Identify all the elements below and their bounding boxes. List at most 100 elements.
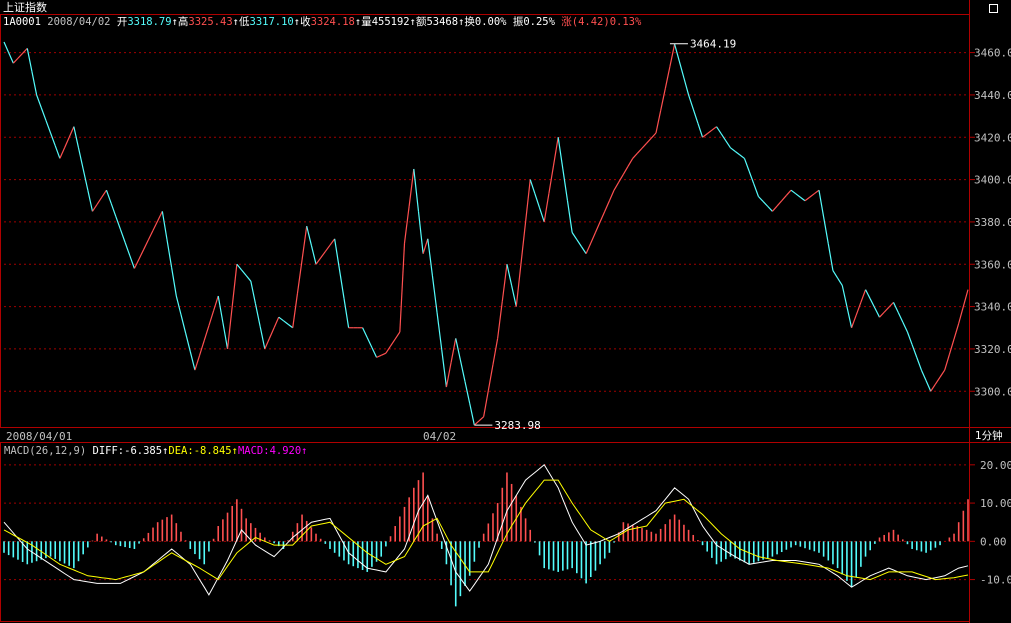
price-segment-down	[818, 190, 825, 218]
price-segment-up	[478, 416, 485, 422]
price-segment-up	[944, 354, 950, 371]
price-segment-down	[697, 122, 704, 138]
price-segment-up	[888, 301, 894, 308]
price-segment-down	[920, 369, 927, 381]
diff-value: -6.385	[124, 445, 163, 457]
change-value: (4.42)0.13%	[571, 16, 642, 28]
macd-tick-label: 20.00	[980, 459, 1011, 472]
price-segment-up	[552, 137, 559, 166]
price-segment-up	[315, 257, 322, 265]
price-segment-up	[96, 196, 103, 205]
price-segment-up	[91, 203, 98, 212]
price-segment-up	[930, 383, 936, 392]
price-segment-up	[543, 193, 550, 223]
price-segment-up	[324, 244, 331, 252]
price-segment-down	[688, 94, 694, 110]
price-segment-down	[175, 295, 182, 315]
price-segment-down	[892, 302, 899, 313]
volume-value: 455192	[371, 16, 410, 28]
price-segment-down	[180, 314, 187, 334]
price-segment-down	[119, 229, 126, 243]
price-segment-down	[925, 380, 932, 392]
price-segment-up	[590, 232, 596, 244]
price-segment-up	[390, 338, 396, 347]
info-date: 2008/04/02	[47, 16, 111, 28]
up-arrow-icon: ↑	[293, 16, 301, 28]
price-tick-label: 3340.00	[974, 301, 1011, 314]
price-segment-down	[362, 327, 368, 338]
price-segment-up	[22, 47, 28, 54]
price-segment-down	[906, 331, 913, 345]
price-segment-up	[473, 420, 480, 426]
price-segment-down	[222, 322, 229, 350]
price-segment-down	[50, 132, 56, 146]
low-value: 3317.10	[249, 16, 294, 28]
price-segment-up	[813, 189, 820, 195]
price-segment-up	[450, 338, 457, 363]
period-selector[interactable]: 1分钟	[975, 430, 1003, 442]
price-segment-up	[380, 352, 387, 356]
price-segment-down	[115, 216, 121, 230]
price-segment-down	[725, 140, 731, 149]
price-segment-down	[511, 285, 517, 307]
price-segment-down	[911, 344, 918, 358]
price-segment-down	[720, 133, 727, 142]
price-segment-down	[171, 267, 177, 297]
price-segment-down	[241, 269, 247, 276]
price-segment-down	[250, 281, 257, 304]
price-segment-down	[73, 126, 80, 148]
price-segment-down	[538, 207, 545, 223]
price-segment-up	[68, 126, 75, 138]
price-segment-down	[189, 351, 196, 371]
price-segment-up	[273, 316, 280, 328]
price-segment-up	[422, 238, 429, 254]
up-arrow-icon: ↑	[162, 445, 169, 457]
price-segment-down	[464, 381, 471, 404]
high-value: 3325.43	[188, 16, 233, 28]
price-segment-down	[105, 189, 112, 204]
price-segment-down	[790, 189, 797, 195]
price-segment-up	[394, 331, 401, 340]
price-segment-up	[585, 242, 592, 254]
price-segment-up	[203, 325, 210, 341]
up-arrow-icon: ↑	[231, 445, 238, 457]
price-segment-down	[529, 179, 536, 194]
price-segment-down	[3, 41, 10, 53]
price-segment-down	[306, 226, 312, 246]
price-segment-down	[371, 347, 378, 358]
window-restore-icon	[989, 4, 998, 13]
price-segment-up	[59, 147, 66, 159]
price-segment-down	[916, 357, 922, 371]
price-segment-down	[753, 183, 759, 197]
price-segment-down	[459, 359, 466, 382]
price-segment-down	[674, 43, 680, 62]
price-tick-label: 3420.00	[974, 131, 1011, 144]
price-segment-down	[343, 298, 350, 328]
dea-line	[3, 479, 969, 581]
macd-header: MACD(26,12,9) DIFF:-6.385↑DEA:-8.845↑MAC…	[4, 445, 308, 457]
price-segment-up	[194, 355, 201, 371]
chart-title: 上证指数	[3, 1, 47, 14]
price-segment-up	[408, 168, 415, 207]
close-value: 3324.18	[310, 16, 355, 28]
macd-tick-label: 0.00	[980, 535, 1007, 548]
macd-tick-label: 10.00	[980, 497, 1011, 510]
price-segment-up	[399, 243, 406, 333]
price-segment-up	[962, 289, 969, 307]
price-segment-up	[320, 251, 326, 259]
price-segment-down	[902, 321, 909, 333]
price-segment-down	[431, 275, 438, 314]
price-segment-down	[427, 238, 434, 276]
price-segment-down	[566, 200, 573, 233]
price-segment-up	[147, 230, 154, 241]
price-segment-down	[739, 154, 745, 159]
price-segment-down	[161, 211, 168, 240]
price-segment-up	[292, 293, 298, 328]
price-segment-down	[287, 323, 294, 329]
price-segment-down	[455, 338, 461, 361]
price-segment-up	[622, 166, 629, 175]
price-segment-up	[771, 205, 778, 212]
price-segment-down	[310, 245, 317, 265]
